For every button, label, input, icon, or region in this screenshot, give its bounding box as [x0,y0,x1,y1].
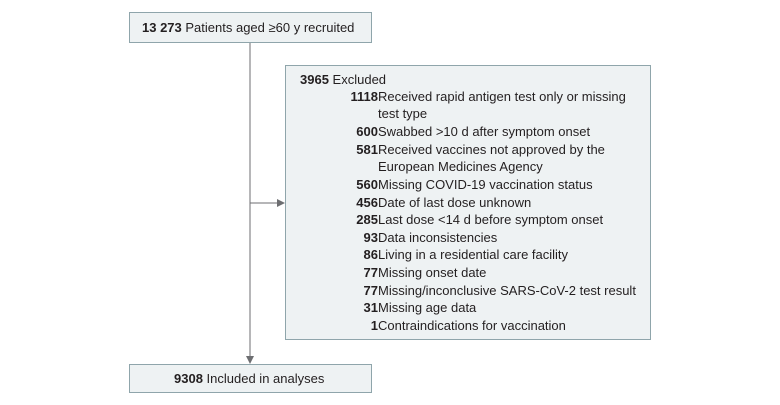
exclusion-reason-count: 77 [363,282,378,298]
exclusion-reason-text: Date of last dose unknown [378,194,532,210]
exclusion-reason-text: Missing COVID-19 vaccination status [378,177,593,192]
exclusion-reason-count: 1118 [350,89,379,104]
exclusion-reason-text: Living in a residential care facility [378,247,569,263]
included-box: 9308 Included in analyses [129,364,372,393]
exclusion-reason-text: Data inconsistencies [378,229,498,245]
exclusion-reason-count: 93 [363,229,378,245]
main-flow-arrowhead [246,356,254,364]
exclusion-reason-text: Last dose <14 d before symptom onset [378,212,604,228]
recruited-label: Patients aged ≥60 y recruited [185,20,355,35]
included-count: 9308 [174,371,203,386]
recruited-count: 13 273 [142,20,182,35]
exclusion-reason-count: 1 [370,317,378,333]
excluded-box: 3965 Excluded 1118 Received rapid antigen… [285,65,651,340]
recruited-box: 13 273 Patients aged ≥60 y recruited [129,12,372,43]
exclusion-reason-count: 77 [363,265,378,280]
exclusion-reason-text: Received vaccines not approved by the Eu… [378,141,605,174]
exclusion-reason-count: 600 [356,124,378,140]
exclusion-branch-arrowhead [277,199,285,207]
exclusion-reason-text: Received rapid antigen test only or miss… [378,89,626,121]
exclusion-reason-count: 560 [356,177,378,192]
exclusion-reason-text: Missing/inconclusive SARS-CoV-2 test res… [378,282,636,298]
excluded-count: 3965 [300,72,329,87]
exclusion-reason-count: 31 [363,300,378,316]
exclusion-reason-text: Swabbed >10 d after symptom onset [378,124,591,140]
exclusion-reason-count: 86 [363,247,378,263]
excluded-label: Excluded [332,72,387,87]
exclusion-reason-text: Missing onset date [378,265,487,280]
exclusion-reason-text: Missing age data [378,300,477,316]
exclusion-reason-count: 456 [356,194,378,210]
exclusion-reason-count: 581 [356,141,378,157]
exclusion-reason-count: 285 [356,212,378,228]
included-label: Included in analyses [206,371,325,386]
exclusion-reason-text: Contraindications for vaccination [378,317,566,333]
